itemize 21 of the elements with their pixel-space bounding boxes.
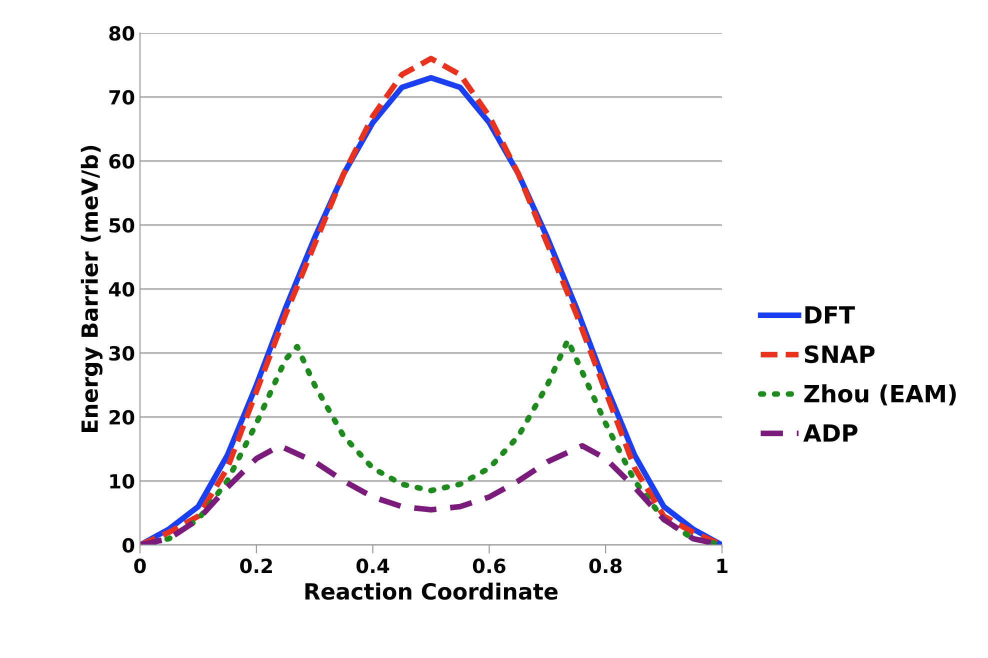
y-tick-label: 10 bbox=[110, 474, 134, 489]
x-tick-label: 0 bbox=[134, 558, 146, 574]
y-tick-label: 80 bbox=[109, 26, 134, 41]
x-tick-label: 0.8 bbox=[589, 558, 622, 574]
y-tick-label: 60 bbox=[109, 154, 134, 169]
y-tick-label: 70 bbox=[109, 90, 134, 105]
legend-label: ADP bbox=[803, 424, 858, 442]
y-axis-title: Energy Barrier (meV/b) bbox=[80, 146, 103, 432]
y-tick-label: 0 bbox=[122, 538, 134, 553]
x-tick-label: 0.2 bbox=[240, 558, 272, 574]
x-tick-label: 0.4 bbox=[356, 558, 390, 574]
legend-label: DFT bbox=[805, 306, 855, 324]
y-tick-label: 20 bbox=[110, 410, 134, 425]
y-tick-label: 30 bbox=[109, 346, 134, 361]
x-tick-label: 0.6 bbox=[472, 558, 506, 574]
y-tick-label: 40 bbox=[108, 282, 134, 297]
x-axis-title: Reaction Coordinate bbox=[305, 582, 558, 600]
legend-label: Zhou (EAM) bbox=[804, 384, 956, 406]
x-tick-label: 1 bbox=[717, 558, 728, 573]
legend-label: SNAP bbox=[804, 345, 875, 364]
y-tick-label: 50 bbox=[110, 218, 134, 233]
